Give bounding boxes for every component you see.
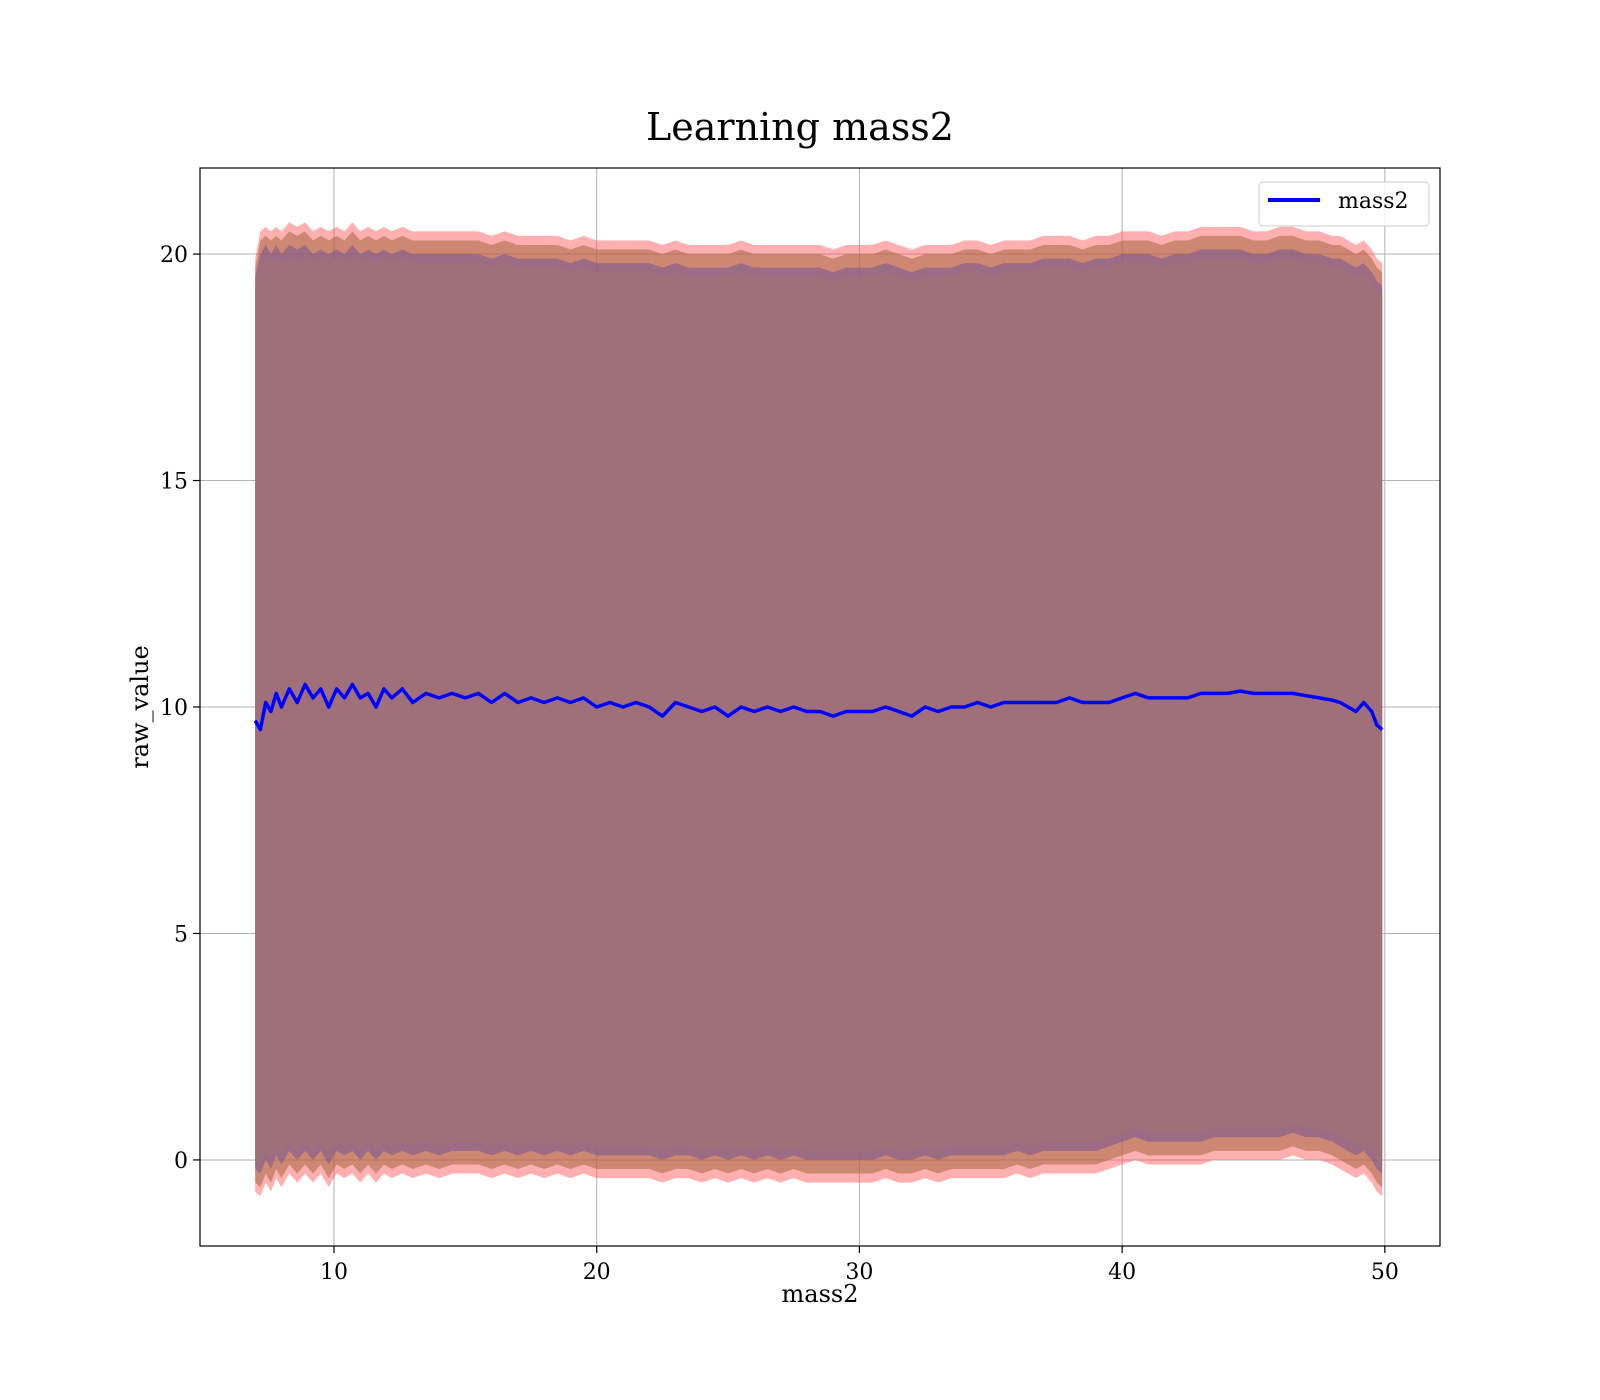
x-axis-ticks: 10 20 30 40 50 — [320, 1246, 1399, 1285]
x-tick-label: 50 — [1371, 1260, 1399, 1285]
chart-title: Learning mass2 — [646, 105, 954, 149]
y-axis-ticks: 0 5 10 15 20 — [160, 243, 200, 1174]
y-tick-label: 15 — [160, 470, 188, 495]
confidence-bands — [255, 222, 1383, 1197]
x-axis-label: mass2 — [782, 1280, 859, 1308]
legend: mass2 — [1258, 181, 1430, 227]
series-line-mass2 — [253, 682, 1384, 732]
x-tick-label: 10 — [320, 1260, 348, 1285]
legend-box — [1258, 181, 1430, 227]
y-axis-label: raw_value — [126, 645, 154, 769]
y-tick-label: 20 — [160, 243, 188, 268]
x-tick-label: 20 — [583, 1260, 611, 1285]
y-tick-label: 0 — [174, 1149, 188, 1174]
x-tick-label: 40 — [1108, 1260, 1136, 1285]
x-tick-label: 30 — [845, 1260, 873, 1285]
y-tick-label: 10 — [160, 696, 188, 721]
series — [253, 682, 1384, 732]
y-tick-label: 5 — [174, 922, 188, 947]
legend-label: mass2 — [1338, 189, 1409, 214]
